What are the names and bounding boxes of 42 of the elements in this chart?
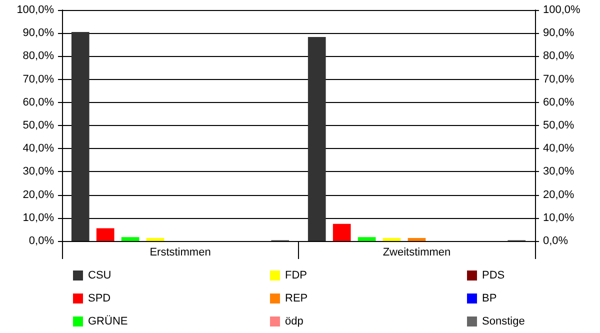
bar [358,237,376,241]
y2-tick-label: 30,0% [543,166,574,178]
bar [308,37,326,241]
y2-tick-label: 0,0% [543,235,568,247]
legend-label: CSU [88,270,112,282]
bar [332,224,351,241]
y-tick-label: 70,0% [22,73,54,86]
y2-tick-label: 70,0% [543,73,574,86]
legend-label: REP [285,292,308,304]
y2-tick-label: 100,0% [543,4,581,16]
x-tick-label: Zweitstimmen [382,246,451,258]
legend-label: FDP [285,270,307,282]
legend-label: ödp [285,316,304,328]
legend-label: GRÜNE [88,314,128,328]
x-tick-label: Erststimmen [150,246,211,258]
bar [71,32,90,241]
y2-tick-label: 50,0% [543,120,574,132]
y2-tick-label: 80,0% [543,50,574,62]
legend-label: PDS [482,270,505,282]
y-tick-label: 0,0% [28,235,54,247]
y2-tick-label: 40,0% [543,142,574,155]
y-tick-label: 30,0% [22,166,54,178]
legend-label: SPD [88,292,111,304]
bar [382,238,401,241]
y2-tick-label: 90,0% [543,27,574,40]
y-tick-label: 80,0% [22,50,54,62]
bar [408,238,426,241]
y-tick-label: 60,0% [22,96,54,108]
legend-label: BP [482,292,497,304]
y-tick-label: 90,0% [22,27,54,40]
legend-label: Sonstige [482,316,525,328]
y-tick-label: 40,0% [22,142,54,155]
y2-tick-label: 10,0% [543,212,574,224]
bar [96,228,114,241]
bar [121,237,140,241]
y2-tick-label: 60,0% [543,96,574,108]
y-tick-label: 100,0% [16,4,54,16]
y-tick-label: 10,0% [22,212,54,224]
y-tick-label: 20,0% [22,188,54,201]
bar [146,238,164,241]
y-tick-label: 50,0% [22,120,54,132]
y2-tick-label: 20,0% [543,188,574,201]
